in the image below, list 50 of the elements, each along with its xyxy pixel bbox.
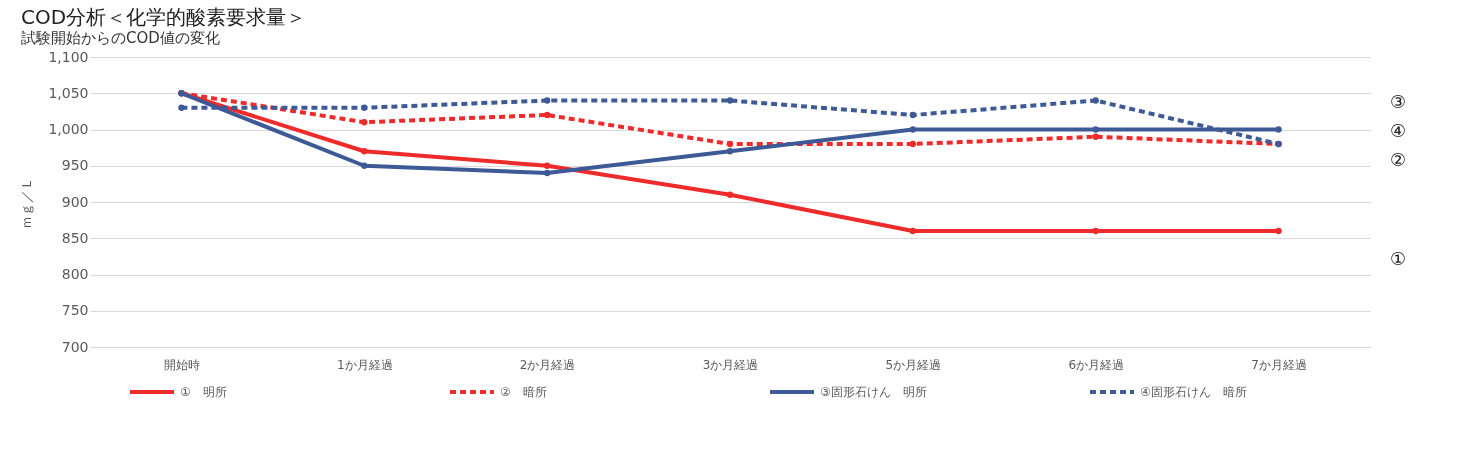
y-tick-label: 950 (61, 157, 89, 174)
point (1275, 126, 1282, 133)
chart-title: COD分析＜化学的酸素要求量＞ (20, 5, 307, 29)
x-tick-label: 6か月経過 (1068, 357, 1125, 372)
y-tick-label: 1,000 (48, 121, 89, 137)
x-tick-label: 開始時 (163, 357, 200, 372)
y-tick-label: 1,100 (48, 48, 89, 65)
point (361, 148, 368, 155)
point (361, 104, 368, 111)
x-tick-label: 5か月経過 (885, 357, 942, 372)
y-tick-label: 750 (61, 302, 89, 319)
legend-label: ④固形石けん 暗所 (1140, 385, 1247, 399)
text: ② (1390, 149, 1407, 171)
x-tick-label: 2か月経過 (519, 357, 576, 372)
point (543, 97, 551, 104)
point (1092, 227, 1099, 235)
point (543, 111, 551, 119)
point (909, 140, 917, 148)
x-tick-label: 7か月経過 (1251, 357, 1307, 372)
chart-subtitle: 試験開始からのCOD値の変化 (20, 29, 220, 47)
point (543, 169, 551, 177)
point (1092, 133, 1099, 140)
y-tick-label: 850 (61, 229, 89, 246)
y-axis-title: ｍｇ／Ｌ (19, 176, 35, 229)
text: ③ (1390, 91, 1407, 113)
x-tick-label: 3か月経過 (702, 357, 759, 372)
legend-label: ② 暗所 (500, 385, 547, 399)
text: ① (1390, 248, 1407, 269)
point (726, 148, 734, 155)
point (726, 97, 734, 104)
y-tick-label: 1,050 (48, 84, 89, 101)
point (178, 104, 185, 111)
legend-label: ③固形石けん 明所 (820, 385, 927, 399)
y-tick-label: 800 (61, 266, 89, 282)
point (909, 126, 917, 133)
point (361, 119, 368, 126)
legend-label: ① 明所 (180, 385, 227, 399)
point (361, 162, 368, 169)
point (909, 227, 917, 235)
point (1092, 126, 1099, 133)
point (726, 140, 734, 148)
point (1275, 227, 1282, 235)
point (1092, 97, 1099, 104)
point (909, 111, 917, 119)
y-tick-label: 900 (61, 193, 89, 210)
point (543, 162, 551, 169)
x-tick-label: 1か月経過 (336, 357, 393, 372)
y-tick-label: 700 (61, 338, 89, 355)
text: ④ (1390, 120, 1407, 142)
point (726, 191, 734, 198)
